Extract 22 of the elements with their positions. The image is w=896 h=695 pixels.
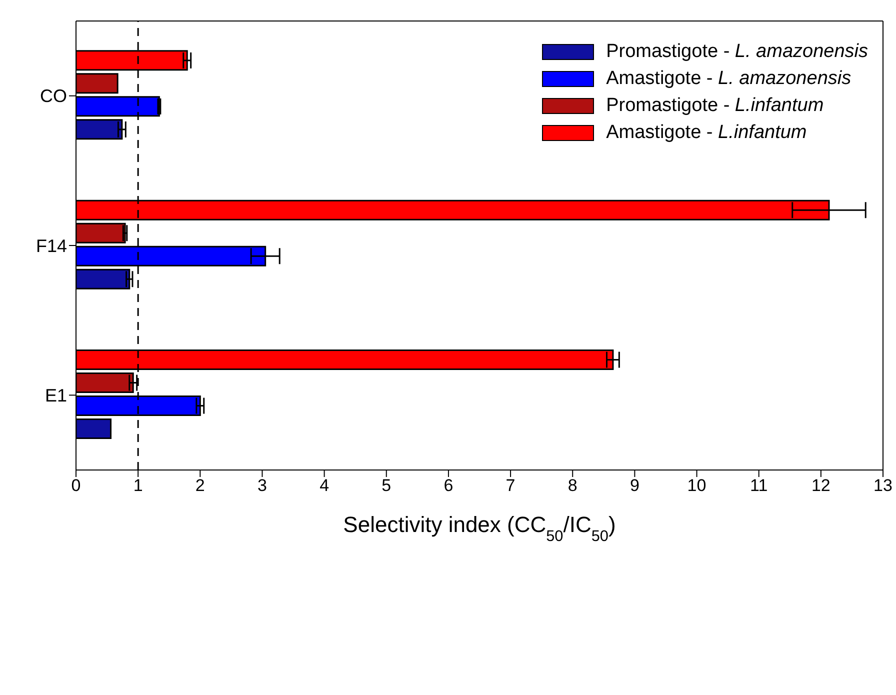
legend-label: Promastigote - L. amazonensis	[606, 40, 868, 64]
x-tick-label: 12	[811, 476, 830, 496]
y-tick-label: E1	[44, 386, 67, 406]
x-tick-label: 11	[750, 476, 768, 496]
x-tick-label: 6	[444, 476, 454, 496]
x-tick-label: 3	[257, 476, 267, 496]
x-tick-label: 8	[568, 476, 578, 496]
x-tick-label: 1	[133, 476, 143, 496]
x-tick-label: 0	[71, 476, 81, 496]
legend-label: Amastigote - L.infantum	[606, 121, 807, 145]
x-tick-label: 4	[320, 476, 330, 496]
legend-label: Amastigote - L. amazonensis	[606, 67, 852, 91]
x-tick-label: 7	[506, 476, 516, 496]
x-tick-label: 10	[687, 476, 706, 496]
x-tick-label: 9	[630, 476, 640, 496]
x-axis-title: Selectivity index (CC$_{50}$/IC$_{50}$)	[343, 512, 616, 544]
y-tick-label: F14	[36, 236, 67, 256]
x-tick-label: 5	[382, 476, 392, 496]
x-tick-label: 2	[195, 476, 205, 496]
legend-label: Promastigote - L.infantum	[606, 94, 824, 118]
y-tick-label: CO	[40, 86, 67, 106]
x-tick-label: 13	[874, 476, 892, 496]
